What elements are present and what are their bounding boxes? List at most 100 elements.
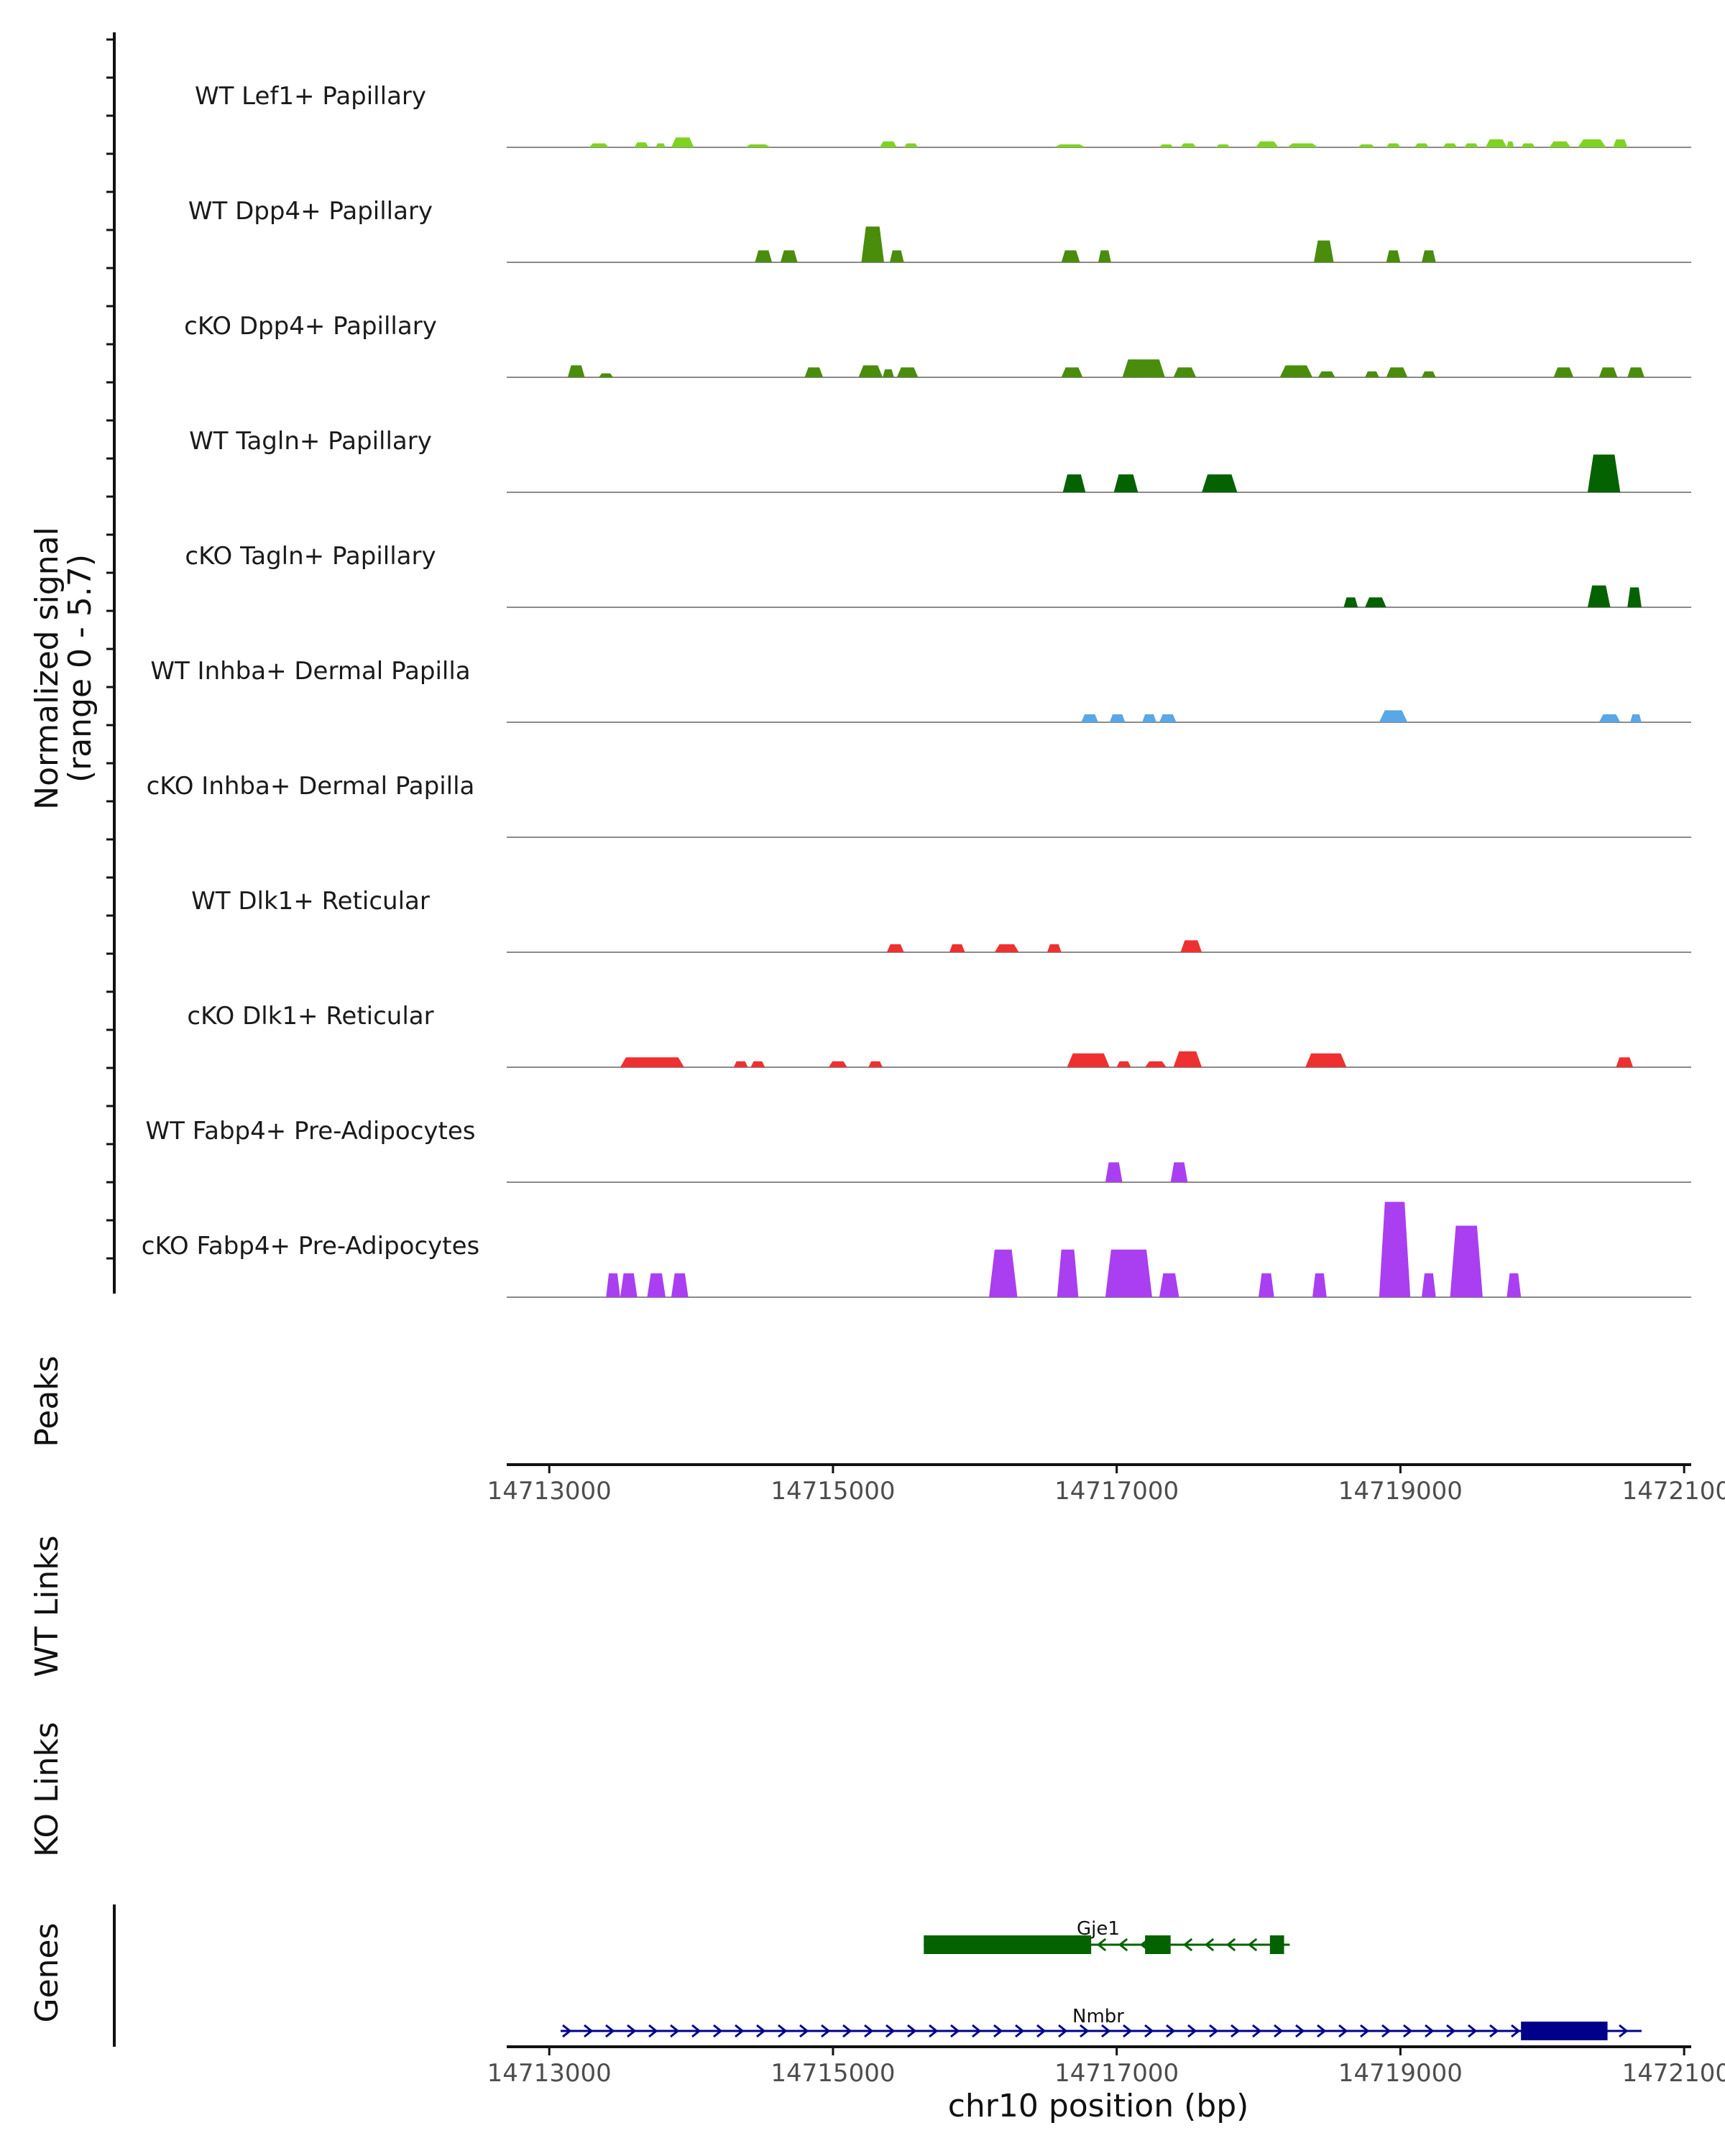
signal-peak (1081, 714, 1098, 722)
strand-chevron (1101, 2024, 1111, 2038)
signal-peak (1105, 1162, 1123, 1182)
strand-chevron (778, 2024, 788, 2038)
signal-peak (606, 1273, 620, 1297)
signal-peak (1414, 143, 1429, 147)
signal-peak (780, 250, 798, 262)
signal-peak (1553, 367, 1574, 377)
signal-peak (1630, 714, 1642, 722)
track-label: WT Dlk1+ Reticular (191, 887, 430, 916)
peaks-x-axis-ticks (548, 1465, 1685, 1473)
signal-peak (1365, 597, 1386, 607)
strand-chevron (1446, 2024, 1456, 2038)
strand-chevron (1166, 2024, 1176, 2038)
strand-chevron (864, 2024, 874, 2038)
track-label: cKO Inhba+ Dermal Papilla (147, 772, 475, 801)
track-label: WT Inhba+ Dermal Papilla (150, 657, 470, 686)
strand-chevron (993, 2024, 1003, 2038)
strand-chevron (1468, 2024, 1478, 2038)
signal-peak (1365, 371, 1379, 377)
strand-chevron (648, 2024, 658, 2038)
strand-chevron (1144, 2024, 1154, 2038)
gene-exon (1145, 1935, 1171, 1954)
signal-peak (1061, 250, 1080, 262)
signal-peak (989, 1249, 1018, 1297)
strand-chevron (1619, 2024, 1629, 2038)
genes-x-axis: 14713000 14715000 14717000 14719000 1472… (487, 2045, 1725, 2088)
signal-peak (868, 1061, 883, 1067)
signal-peak (733, 1061, 748, 1067)
signal-peak (1279, 365, 1312, 377)
signal-peak (829, 1061, 847, 1067)
signal-peak (1386, 250, 1401, 262)
strand-chevron (1230, 2024, 1241, 2038)
signal-peak (1142, 714, 1156, 722)
signal-peak (647, 1273, 666, 1297)
peaks-x-tick-label: 14717000 (1054, 1477, 1179, 1506)
genes-x-tick-label: 14721000 (1622, 2059, 1725, 2088)
strand-chevron (799, 2024, 809, 2038)
signal-peak (886, 944, 904, 952)
signal-peak (1047, 944, 1062, 952)
signal-peak (1259, 1273, 1274, 1297)
signal-peak (1386, 143, 1401, 147)
peaks-x-tick-label: 14713000 (487, 1477, 612, 1506)
genes-x-tick-label: 14719000 (1338, 2059, 1463, 2088)
gene-models (560, 1935, 1642, 2040)
signal-peak (903, 143, 919, 147)
genes-x-tick-label: 14717000 (1054, 2059, 1179, 2088)
strand-chevron (842, 2024, 852, 2038)
strand-chevron (907, 2024, 917, 2038)
signal-peak (896, 367, 919, 377)
signal-peak (1386, 367, 1408, 377)
track-label: WT Tagln+ Papillary (189, 427, 432, 456)
signal-peak (1506, 141, 1514, 147)
strand-chevron (1209, 2024, 1219, 2038)
gene-label-gje1: Gje1 (1077, 1918, 1120, 1940)
signal-peak (1180, 143, 1197, 147)
signal-peak (949, 944, 965, 952)
signal-peak (1549, 141, 1571, 147)
signal-peak (1314, 240, 1334, 262)
signal-peak (1109, 714, 1126, 722)
signal-peak (1305, 1053, 1347, 1067)
signal-peak (883, 369, 894, 377)
strand-chevron (929, 2024, 939, 2038)
signal-peak (1061, 367, 1083, 377)
gene-exon (1521, 2022, 1608, 2040)
y-axis-title-line-2: (range 0 - 5.7) (62, 554, 98, 783)
strand-chevron (821, 2024, 831, 2038)
gene-label-nmbr: Nmbr (1072, 2006, 1124, 2027)
strand-chevron (1252, 2024, 1262, 2038)
strand-chevron (1225, 1938, 1236, 1952)
strand-chevron (756, 2024, 766, 2038)
signal-y-axis-ticks (106, 38, 114, 1260)
signal-peak (1379, 710, 1408, 722)
genes-x-axis-ticks (548, 2047, 1685, 2055)
signal-peak (1312, 1273, 1327, 1297)
signal-peak (1627, 367, 1644, 377)
strand-chevron (1511, 2024, 1521, 2038)
signal-peak (1317, 371, 1335, 377)
signal-peak (567, 365, 585, 377)
signal-peak (1159, 1273, 1179, 1297)
gene-exon (1269, 1935, 1284, 1954)
signal-peak (1422, 250, 1436, 262)
signal-peak (620, 1273, 638, 1297)
signal-peak (656, 143, 666, 147)
genes-x-tick-label: 14713000 (487, 2059, 612, 2088)
wt-links-panel-title: WT Links (29, 1535, 65, 1677)
peaks-x-tick-label: 14719000 (1338, 1477, 1463, 1506)
signal-peak (745, 144, 771, 147)
strand-chevron (713, 2024, 723, 2038)
signal-peak (1173, 1051, 1202, 1067)
strand-chevron (1247, 1938, 1258, 1952)
track-label: WT Fabp4+ Pre-Adipocytes (146, 1117, 476, 1146)
strand-chevron (1381, 2024, 1392, 2038)
signal-peak (1485, 139, 1507, 147)
signal-peak (1113, 474, 1138, 492)
gene-exon (924, 1935, 1092, 1954)
signal-peak (1506, 1273, 1522, 1297)
track-label: WT Lef1+ Papillary (195, 82, 426, 111)
signal-peak (1613, 139, 1628, 147)
